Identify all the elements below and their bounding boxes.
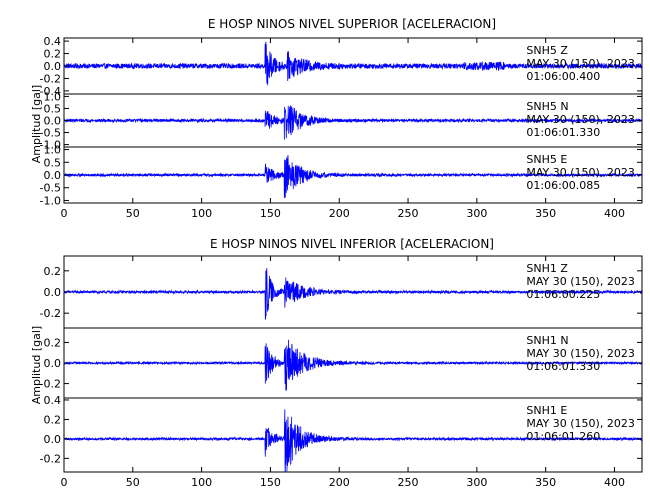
station-label-line: SNH1 Z [526, 262, 568, 275]
y-tick-label: 0.2 [44, 265, 62, 278]
y-tick-label: 0.2 [44, 48, 62, 61]
y-tick-label: -0.2 [40, 72, 61, 85]
x-tick-label: 300 [466, 476, 487, 489]
station-label-line: 01:06:01.260 [526, 430, 600, 443]
y-tick-label: -0.5 [40, 182, 61, 195]
station-label-line: MAY 30 (150), 2023 [526, 417, 634, 430]
y-tick-label: 0.0 [44, 286, 62, 299]
waveform-snh1-n [63, 339, 643, 391]
y-tick-label: 0.4 [44, 394, 62, 407]
y-tick-label: -0.4 [40, 85, 61, 98]
waveform-snh5-e [63, 155, 643, 199]
station-label-line: MAY 30 (150), 2023 [526, 166, 634, 179]
x-tick-label: 150 [260, 476, 281, 489]
x-tick-label: 200 [329, 207, 350, 220]
y-tick-label: -0.2 [40, 378, 61, 391]
station-label-line: SNH1 E [526, 404, 567, 417]
y-tick-label: 0.0 [44, 115, 62, 128]
y-tick-label: 0.0 [44, 169, 62, 182]
y-tick-label: 0.5 [44, 102, 62, 115]
station-label-line: 01:06:00.085 [526, 179, 600, 192]
x-tick-label: 350 [535, 476, 556, 489]
y-tick-label: 0.0 [44, 357, 62, 370]
y-tick-label: 1.0 [44, 144, 62, 157]
y-tick-label: -1.0 [40, 194, 61, 207]
station-label-line: 01:06:01.330 [526, 126, 600, 139]
y-tick-label: -0.2 [40, 307, 61, 320]
station-label-line: SNH1 N [526, 334, 568, 347]
lower-chart-title: E HOSP NINOS NIVEL INFERIOR [ACELERACION… [210, 237, 494, 251]
y-tick-label: 0.4 [44, 35, 62, 48]
station-label-line: MAY 30 (150), 2023 [526, 113, 634, 126]
waveform-snh1-z [63, 268, 643, 320]
y-tick-label: -1.0 [40, 139, 61, 152]
station-label-line: 01:06:01.330 [526, 360, 600, 373]
lower-y-axis-label: Amplitud [gal] [30, 326, 43, 404]
station-label-line: 01:06:00.225 [526, 288, 600, 301]
upper-y-axis-label: Amplitud [gal] [30, 85, 43, 163]
station-label-line: SNH5 Z [526, 44, 568, 57]
x-tick-label: 150 [260, 207, 281, 220]
panel-frame [63, 397, 643, 473]
station-label-line: 01:06:00.400 [526, 70, 600, 83]
station-label-line: MAY 30 (150), 2023 [526, 347, 634, 360]
x-tick-label: 100 [191, 476, 212, 489]
y-tick-label: 0.2 [44, 336, 62, 349]
x-tick-label: 100 [191, 207, 212, 220]
x-tick-label: 250 [398, 207, 419, 220]
x-tick-label: 400 [604, 207, 625, 220]
waveform-snh1-e [63, 409, 643, 473]
y-tick-label: 0.0 [44, 433, 62, 446]
y-tick-label: -0.2 [40, 452, 61, 465]
x-tick-label: 300 [466, 207, 487, 220]
station-label-line: SNH5 E [526, 153, 567, 166]
waveform-snh5-n [63, 105, 643, 140]
x-tick-label: 50 [126, 207, 140, 220]
y-tick-label: 0.5 [44, 156, 62, 169]
x-tick-label: 400 [604, 476, 625, 489]
upper-chart-title: E HOSP NINOS NIVEL SUPERIOR [ACELERACION… [208, 17, 496, 31]
y-tick-label: -0.5 [40, 127, 61, 140]
y-tick-label: 0.2 [44, 413, 62, 426]
station-label-line: SNH5 N [526, 100, 568, 113]
x-tick-label: 250 [398, 476, 419, 489]
y-tick-label: 1.0 [44, 90, 62, 103]
waveform-snh5-z [63, 41, 643, 86]
x-tick-label: 200 [329, 476, 350, 489]
x-tick-label: 50 [126, 476, 140, 489]
station-label-line: MAY 30 (150), 2023 [526, 57, 634, 70]
y-tick-label: 0.0 [44, 60, 62, 73]
x-tick-label: 350 [535, 207, 556, 220]
x-tick-label: 0 [61, 207, 68, 220]
station-label-line: MAY 30 (150), 2023 [526, 275, 634, 288]
x-tick-label: 0 [61, 476, 68, 489]
